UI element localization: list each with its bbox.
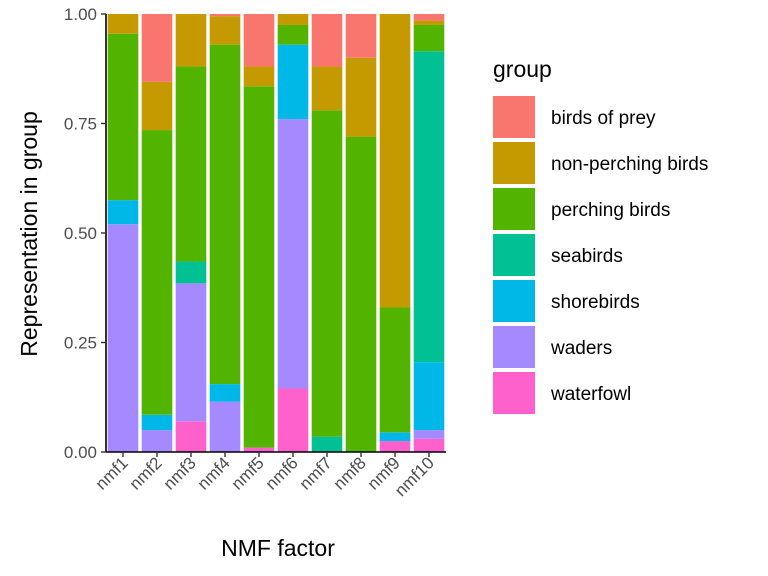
bar-segment-nmf4-perching-birds	[209, 44, 241, 385]
bars-layer	[107, 14, 445, 452]
legend-key-seabirds	[493, 234, 535, 276]
bar-segment-nmf3-waders	[175, 283, 207, 422]
bar-segment-nmf7-perching-birds	[311, 110, 343, 437]
bar-segment-nmf9-perching-birds	[379, 307, 411, 433]
legend-key-shorebirds	[493, 280, 535, 322]
bar-segment-nmf10-waders	[413, 430, 445, 439]
bar-segment-nmf10-perching-birds	[413, 24, 445, 52]
bar-segment-nmf7-non-perching-birds	[311, 66, 343, 111]
bar-segment-nmf3-waterfowl	[175, 421, 207, 452]
y-ticks: 0.00 0.25 0.50 0.75 1.00	[64, 5, 106, 462]
legend-key-waders	[493, 326, 535, 368]
bar-segment-nmf2-waders	[141, 430, 173, 452]
bar-segment-nmf1-perching-birds	[107, 33, 139, 201]
bar-segment-nmf2-birds-of-prey	[141, 14, 173, 82]
legend-key-perching-birds	[493, 188, 535, 230]
bar-segment-nmf2-shorebirds	[141, 414, 173, 431]
bar-segment-nmf2-perching-birds	[141, 130, 173, 415]
y-tick-label: 0.75	[64, 115, 97, 134]
legend: group birds of prey non-perching birds per…	[493, 56, 708, 414]
bar-segment-nmf4-waders	[209, 401, 241, 452]
bar-segment-nmf10-non-perching-birds	[413, 20, 445, 25]
bar-segment-nmf8-non-perching-birds	[345, 57, 377, 137]
bar-segment-nmf4-shorebirds	[209, 384, 241, 402]
legend-key-waterfowl	[493, 372, 535, 414]
legend-key-non-perching-birds	[493, 142, 535, 184]
bar-segment-nmf6-shorebirds	[277, 44, 309, 120]
legend-label: waterfowl	[550, 384, 631, 405]
x-tick-label: nmf7	[296, 453, 336, 493]
bar-segment-nmf8-perching-birds	[345, 136, 377, 452]
x-tick-label: nmf5	[228, 453, 268, 493]
legend-items: birds of prey non-perching birds perching …	[493, 96, 708, 414]
x-ticks: nmf1nmf2nmf3nmf4nmf5nmf6nmf7nmf8nmf9nmf1…	[92, 452, 438, 500]
bar-segment-nmf10-seabirds	[413, 51, 445, 363]
bar-segment-nmf5-birds-of-prey	[243, 14, 275, 67]
legend-label: shorebirds	[551, 292, 640, 313]
bar-segment-nmf8-birds-of-prey	[345, 14, 377, 58]
bar-segment-nmf5-perching-birds	[243, 86, 275, 448]
bar-segment-nmf6-waders	[277, 119, 309, 389]
bar-segment-nmf7-seabirds	[311, 436, 343, 452]
x-tick-label: nmf3	[160, 453, 200, 493]
bar-segment-nmf5-non-perching-birds	[243, 66, 275, 87]
bar-segment-nmf3-perching-birds	[175, 66, 207, 262]
legend-label: seabirds	[551, 246, 623, 267]
bar-segment-nmf6-non-perching-birds	[277, 14, 309, 25]
bar-segment-nmf1-shorebirds	[107, 200, 139, 225]
bar-segment-nmf4-birds-of-prey	[209, 14, 241, 17]
bar-segment-nmf4-non-perching-birds	[209, 16, 241, 45]
bar-segment-nmf5-waterfowl	[243, 447, 275, 452]
bar-segment-nmf2-non-perching-birds	[141, 81, 173, 131]
y-tick-label: 0.50	[64, 224, 97, 243]
legend-label: non-perching birds	[551, 154, 708, 175]
y-tick-label: 0.25	[64, 334, 97, 353]
x-axis-title: NMF factor	[221, 535, 335, 561]
bar-segment-nmf9-waterfowl	[379, 441, 411, 452]
bar-segment-nmf9-shorebirds	[379, 432, 411, 442]
bar-segment-nmf1-waders	[107, 224, 139, 452]
x-tick-label: nmf10	[391, 453, 438, 500]
x-tick-label: nmf2	[126, 453, 166, 493]
bar-segment-nmf3-non-perching-birds	[175, 14, 207, 67]
x-tick-label: nmf8	[330, 453, 370, 493]
y-tick-label: 0.00	[64, 443, 97, 462]
x-tick-label: nmf1	[92, 453, 132, 493]
bar-segment-nmf6-waterfowl	[277, 388, 309, 452]
bar-segment-nmf9-non-perching-birds	[379, 14, 411, 308]
legend-key-birds-of-prey	[493, 96, 535, 138]
bar-segment-nmf10-shorebirds	[413, 362, 445, 431]
bar-segment-nmf7-birds-of-prey	[311, 14, 343, 67]
bar-segment-nmf1-non-perching-birds	[107, 14, 139, 34]
x-tick-label: nmf4	[194, 453, 234, 493]
y-axis-title: Representation in group	[16, 111, 42, 357]
bar-segment-nmf3-seabirds	[175, 261, 207, 284]
legend-title: group	[493, 56, 552, 82]
bar-segment-nmf10-birds-of-prey	[413, 14, 445, 21]
legend-label: perching birds	[551, 200, 670, 221]
y-tick-label: 1.00	[64, 5, 97, 24]
legend-label: waders	[550, 338, 612, 359]
bar-segment-nmf6-perching-birds	[277, 24, 309, 45]
x-tick-label: nmf6	[262, 453, 302, 493]
bar-segment-nmf10-waterfowl	[413, 438, 445, 452]
legend-label: birds of prey	[551, 108, 656, 129]
